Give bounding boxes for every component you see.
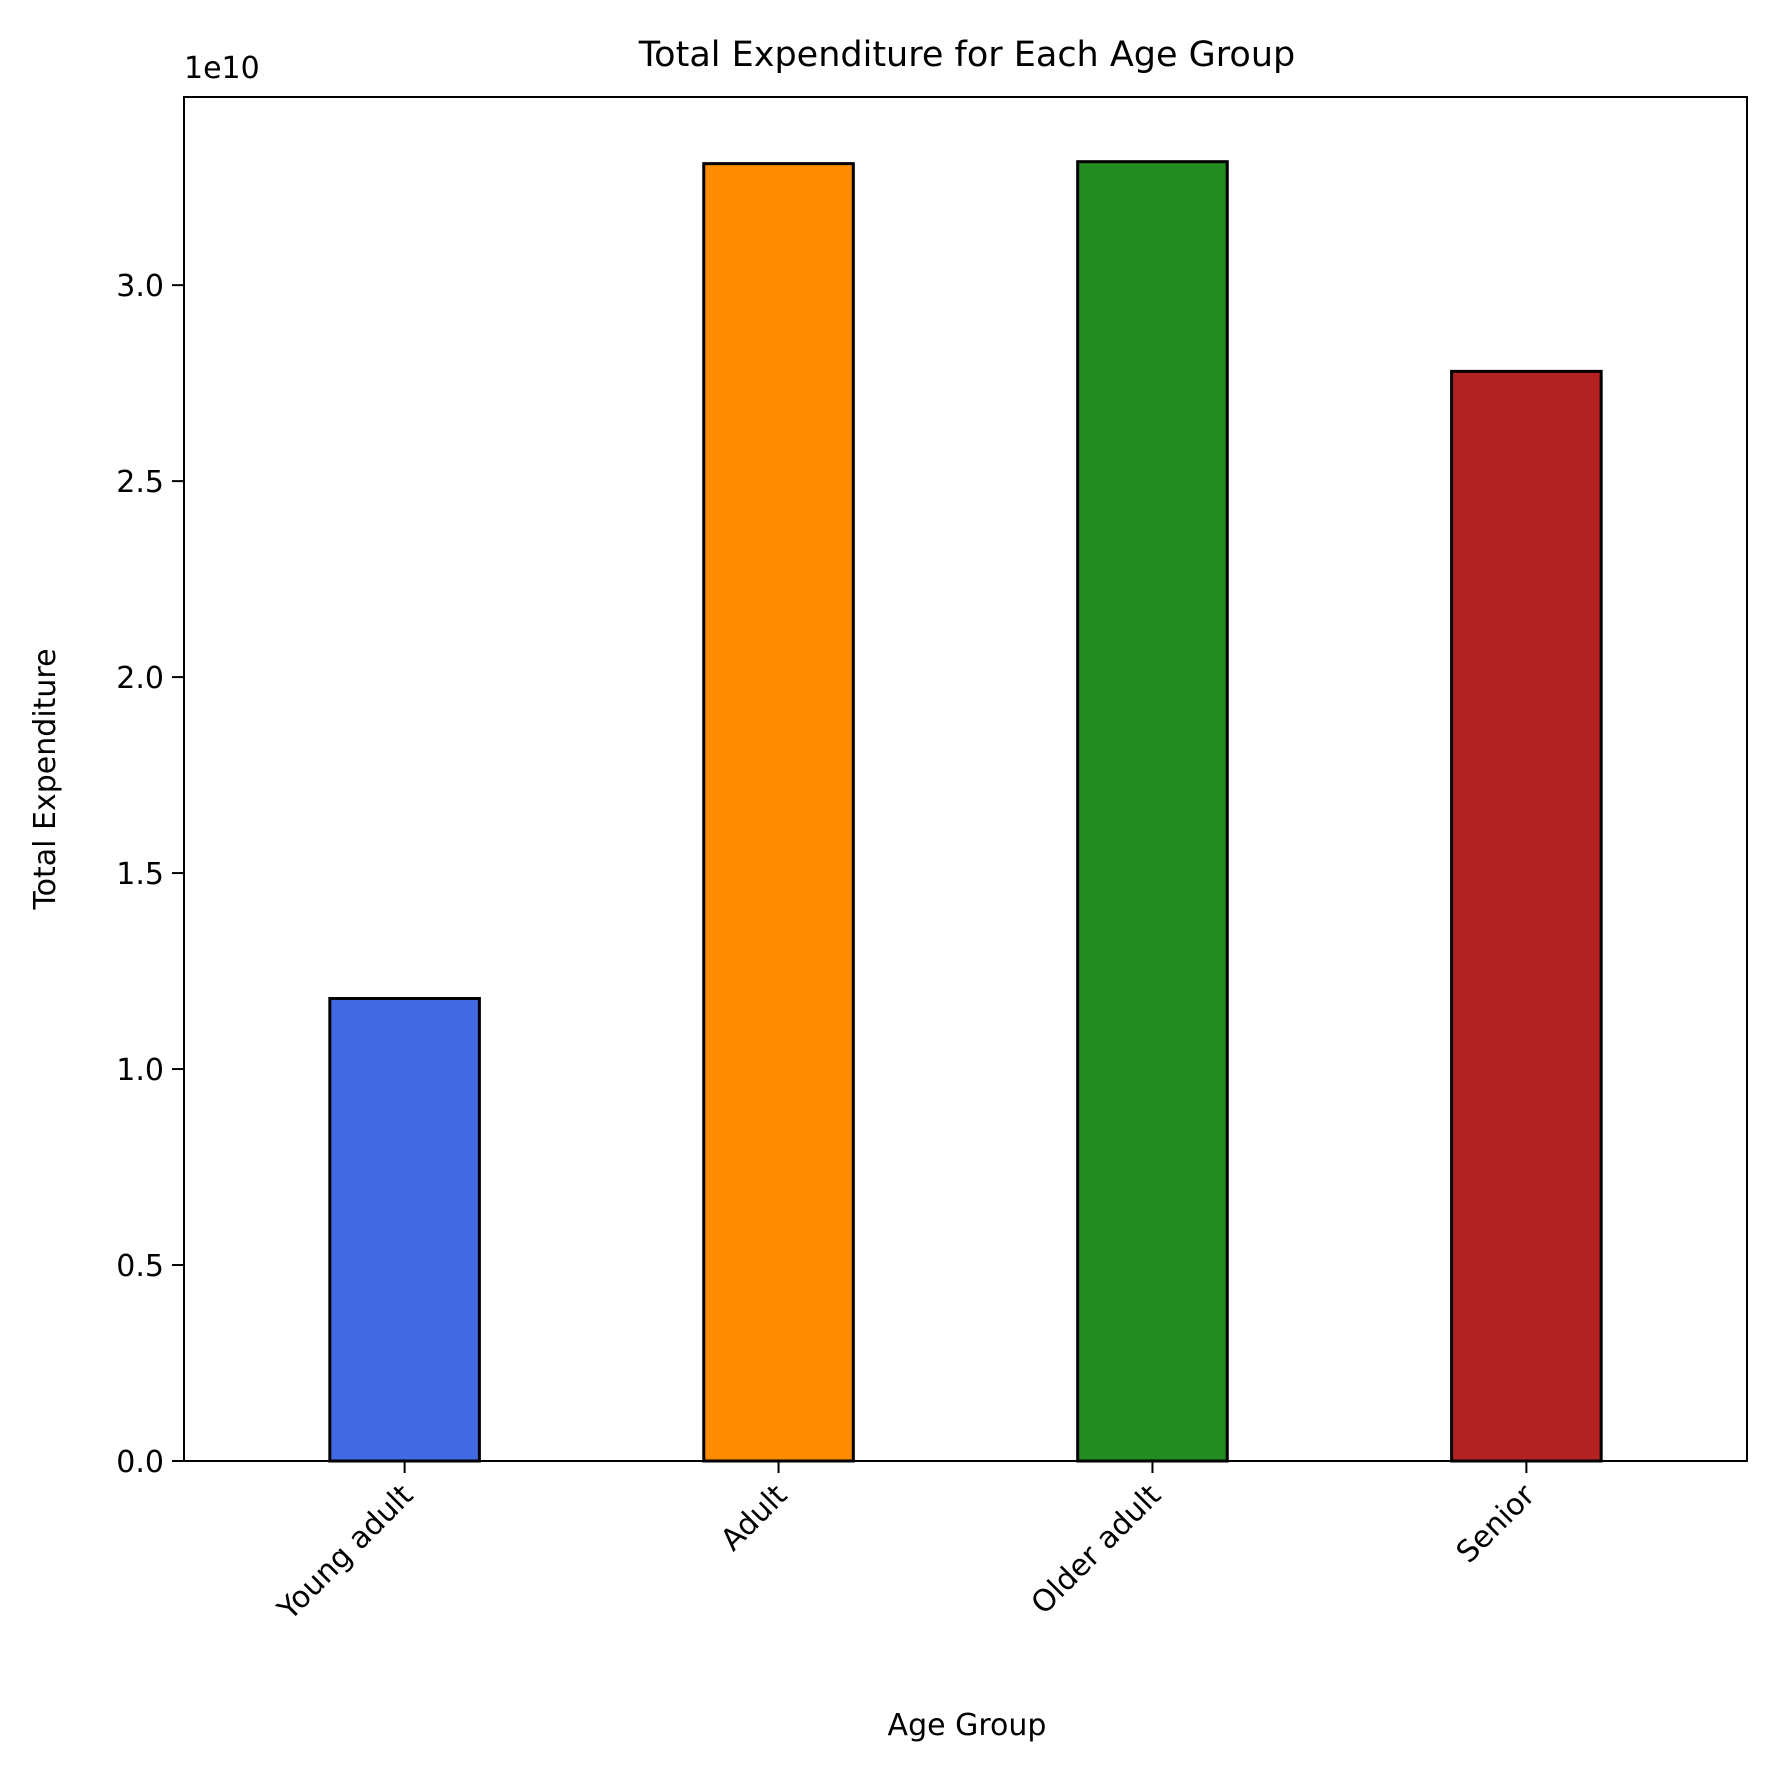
y-tick-label: 1.0 [116, 1053, 164, 1088]
x-tick-label-young-adult: Young adult [270, 1478, 420, 1628]
y-tick-label: 1.5 [116, 857, 164, 892]
x-axis-ticks: Young adult Adult Older adult Senior [270, 1461, 1543, 1628]
y-tick-label: 2.5 [116, 465, 164, 500]
bar-young-adult [328, 996, 481, 1463]
y-tick-label: 0.0 [116, 1445, 164, 1480]
bar-senior [1450, 369, 1603, 1463]
y-axis-ticks: 0.0 0.5 1.0 1.5 2.0 2.5 3.0 [116, 269, 184, 1480]
plot-frame [183, 96, 1748, 1462]
y-tick-label: 3.0 [116, 269, 164, 304]
y-tick-label: 2.0 [116, 661, 164, 696]
chart-title: Total Expenditure for Each Age Group [638, 35, 1296, 75]
x-tick-label-adult: Adult [714, 1478, 794, 1558]
y-axis-label: Total Expenditure [28, 648, 63, 910]
bars-group [328, 160, 1603, 1463]
x-tick-label-older-adult: Older adult [1025, 1478, 1169, 1622]
bar-older-adult [1076, 160, 1229, 1463]
y-tick-label: 0.5 [116, 1249, 164, 1284]
x-tick-label-senior: Senior [1450, 1477, 1543, 1570]
y-axis-offset-label: 1e10 [184, 51, 260, 86]
x-axis-label: Age Group [888, 1708, 1047, 1743]
bar-adult [702, 162, 855, 1463]
